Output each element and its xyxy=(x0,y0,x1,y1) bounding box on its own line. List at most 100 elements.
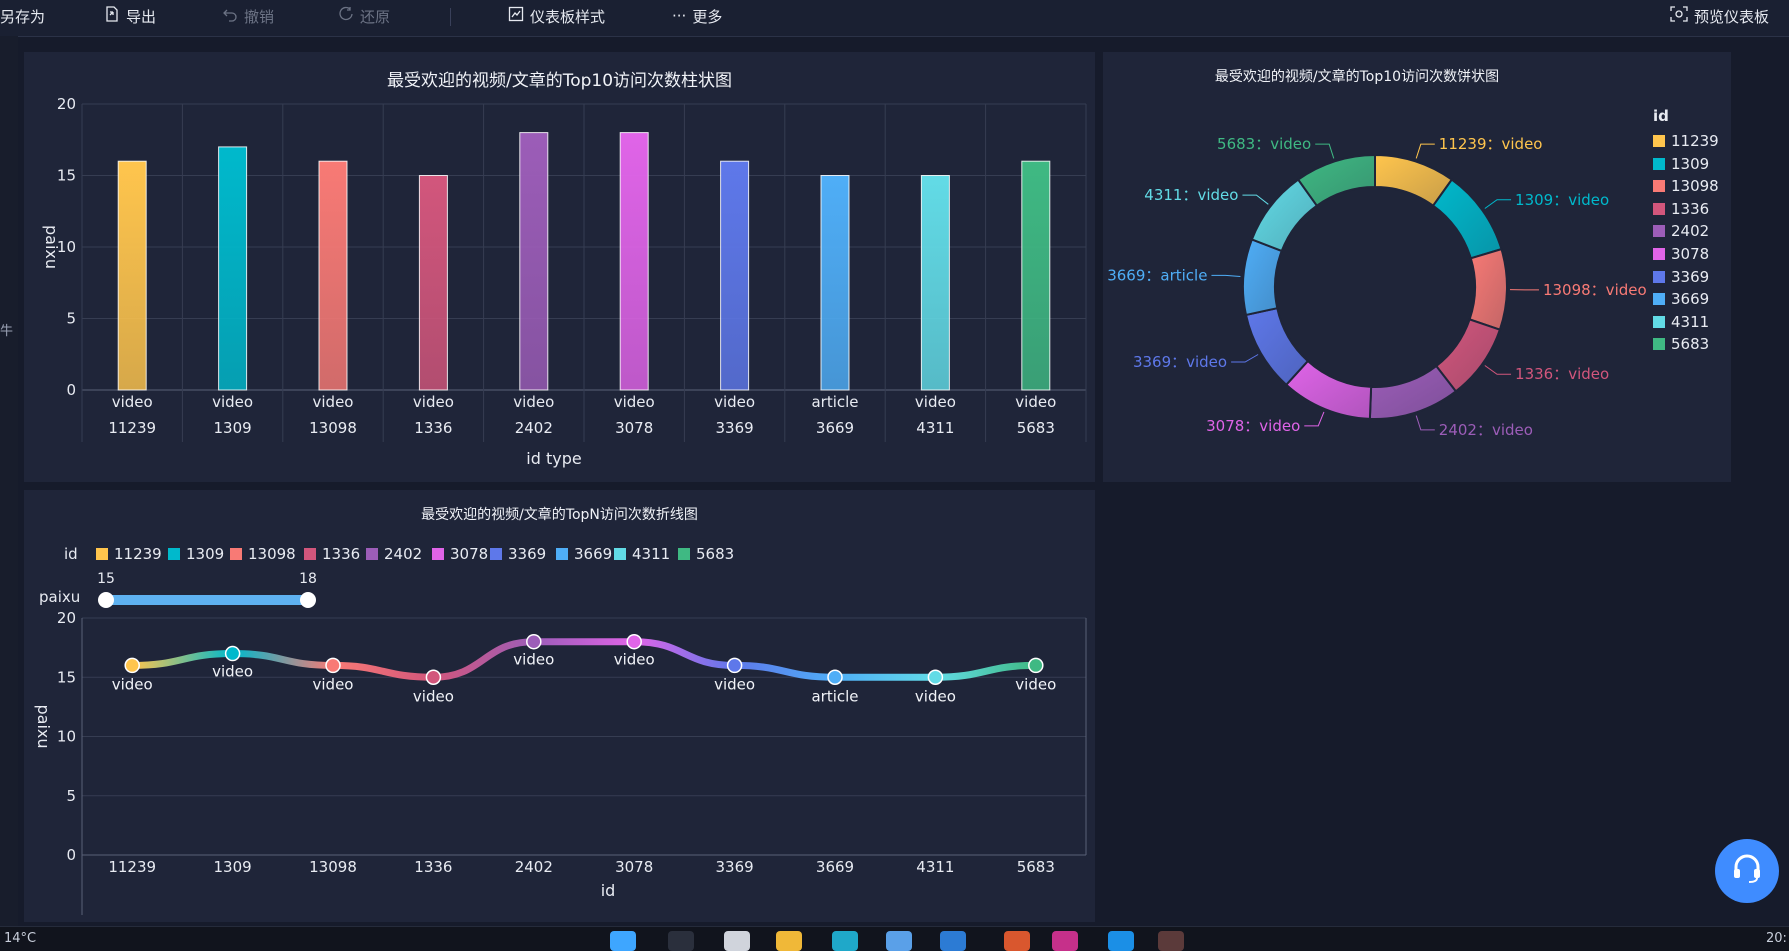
range-max-label: 18 xyxy=(299,571,317,587)
more-button[interactable]: ··· 更多 xyxy=(672,6,722,26)
legend-swatch xyxy=(1653,203,1665,215)
edge-icon[interactable] xyxy=(832,931,858,951)
task-view-icon[interactable] xyxy=(724,931,750,951)
pie-legend-item[interactable]: 3669 xyxy=(1653,290,1709,308)
bar-x-type-label: video xyxy=(714,393,755,411)
pie-legend-item[interactable]: 4311 xyxy=(1653,313,1709,331)
store-icon[interactable] xyxy=(940,931,966,951)
line-y-axis-label: paixu xyxy=(34,704,53,748)
line-point-label: video xyxy=(513,651,554,669)
pie-legend-item[interactable]: 11239 xyxy=(1653,132,1719,150)
pie-slice-2402 xyxy=(1370,366,1456,419)
pie-label-line xyxy=(1242,195,1268,204)
range-slider-max-handle[interactable] xyxy=(300,592,316,608)
line-point-label: video xyxy=(714,675,755,693)
bar-3369 xyxy=(721,161,749,390)
pie-slice-label: 1309：video xyxy=(1515,191,1609,209)
left-sidebar: 牛 xyxy=(0,36,18,926)
customer-service-button[interactable] xyxy=(1715,839,1779,903)
line-point-label: video xyxy=(212,663,253,681)
pie-legend-item[interactable]: 2402 xyxy=(1653,222,1709,240)
weather-text: 14°C xyxy=(4,931,36,946)
pie-slice-13098 xyxy=(1470,249,1507,330)
save-as-button[interactable]: 另存为 xyxy=(0,6,45,26)
range-min-label: 15 xyxy=(97,571,115,587)
export-button[interactable]: 导出 xyxy=(104,6,156,26)
bar-chart: 20151050paixuvideo11239video1309video130… xyxy=(24,52,1095,482)
line-point-label: video xyxy=(413,687,454,705)
legend-swatch xyxy=(1653,180,1665,192)
line-x-tick-label: 3078 xyxy=(615,858,653,876)
line-y-tick-label: 15 xyxy=(57,668,76,686)
bar-x-type-label: video xyxy=(614,393,655,411)
app-icon[interactable] xyxy=(1004,931,1030,951)
bar-1309 xyxy=(219,147,247,390)
pie-slice-label: 11239：video xyxy=(1439,135,1543,153)
more-icon: ··· xyxy=(672,7,686,25)
legend-swatch xyxy=(1653,225,1665,237)
line-x-tick-label: 4311 xyxy=(916,858,954,876)
legend-swatch xyxy=(1653,158,1665,170)
pie-legend-item[interactable]: 5683 xyxy=(1653,335,1709,353)
dashboard-style-button[interactable]: 仪表板样式 xyxy=(508,6,605,26)
line-x-tick-label: 3669 xyxy=(816,858,854,876)
start-icon[interactable] xyxy=(610,931,636,951)
line-x-tick-label: 13098 xyxy=(309,858,357,876)
pie-legend-item[interactable]: 3078 xyxy=(1653,245,1709,263)
undo-button[interactable]: 撤销 xyxy=(222,6,274,26)
legend-swatch xyxy=(1653,316,1665,328)
clock-text: 20: xyxy=(1766,931,1787,946)
search-icon[interactable] xyxy=(668,931,694,951)
legend-swatch xyxy=(1653,338,1665,350)
bar-x-id-label: 3369 xyxy=(716,419,754,437)
bar-x-type-label: article xyxy=(811,393,858,411)
pie-legend-item[interactable]: 3369 xyxy=(1653,268,1709,286)
active-app-icon[interactable] xyxy=(1158,931,1184,951)
bar-13098 xyxy=(319,161,347,390)
line-point-3669 xyxy=(828,670,842,684)
legend-label: 3369 xyxy=(1671,268,1709,286)
pie-slice-label: 13098：video xyxy=(1543,281,1647,299)
bar-x-type-label: video xyxy=(313,393,354,411)
line-point-label: video xyxy=(112,675,153,693)
legend-swatch xyxy=(1653,248,1665,260)
undo-icon xyxy=(222,6,238,26)
bar-y-axis-label: paixu xyxy=(42,225,61,269)
sidebar-text: 牛 xyxy=(0,320,13,339)
headset-icon xyxy=(1729,851,1765,891)
folder-icon[interactable] xyxy=(776,931,802,951)
pie-legend-item[interactable]: 13098 xyxy=(1653,177,1719,195)
bar-x-type-label: video xyxy=(1015,393,1056,411)
pie-slice-label: 4311：video xyxy=(1144,186,1238,204)
pie-legend-item[interactable]: 1309 xyxy=(1653,155,1709,173)
legend-label: 1309 xyxy=(1671,155,1709,173)
bar-y-tick-label: 15 xyxy=(57,167,76,185)
pie-label-line xyxy=(1211,275,1240,276)
line-x-axis-label: id xyxy=(601,881,616,900)
preview-dashboard-button[interactable]: 预览仪表板 xyxy=(1670,6,1769,26)
legend-label: 4311 xyxy=(1671,313,1709,331)
line-point-11239 xyxy=(125,658,139,672)
redo-button[interactable]: 还原 xyxy=(338,6,390,26)
legend-label: 2402 xyxy=(1671,222,1709,240)
range-slider-min-handle[interactable] xyxy=(98,592,114,608)
pie-legend-item[interactable]: 1336 xyxy=(1653,200,1709,218)
browser-icon[interactable] xyxy=(886,931,912,951)
line-x-tick-label: 5683 xyxy=(1017,858,1055,876)
pie-chart: 11239：video1309：video13098：video1336：vid… xyxy=(1103,52,1731,482)
line-point-4311 xyxy=(928,670,942,684)
line-point-3078 xyxy=(627,635,641,649)
redo-label: 还原 xyxy=(360,6,390,27)
preview-icon xyxy=(1670,6,1688,26)
more-label: 更多 xyxy=(692,6,722,27)
pie-slice-1309 xyxy=(1433,180,1501,259)
ide-icon[interactable] xyxy=(1052,931,1078,951)
dev-tool-icon[interactable] xyxy=(1108,931,1134,951)
pie-slice-label: 3669：article xyxy=(1107,266,1207,284)
dashboard-style-icon xyxy=(508,6,524,26)
bar-x-id-label: 1336 xyxy=(414,419,452,437)
legend-label: 3078 xyxy=(1671,245,1709,263)
bar-5683 xyxy=(1022,161,1050,390)
